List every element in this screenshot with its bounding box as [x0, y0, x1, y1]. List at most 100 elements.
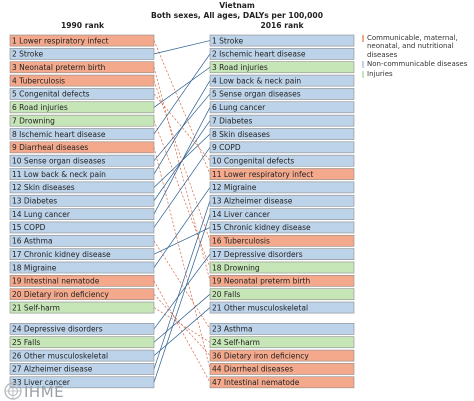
left-rank-label: 8 Ischemic heart disease: [12, 130, 106, 139]
legend-item-communicable: Communicable, maternal, neonatal, and nu…: [362, 34, 474, 59]
right-rank-box: [209, 34, 355, 47]
left-rank-box: [9, 274, 155, 287]
right-rank-box: [209, 274, 355, 287]
right-rank-label: 1 Stroke: [212, 36, 243, 45]
left-rank-box: [9, 376, 155, 389]
left-rank-box: [9, 48, 155, 60]
left-rank-box: [9, 248, 155, 261]
connector-line: [153, 307, 211, 356]
right-rank-label: 16 Tuberculosis: [212, 237, 270, 246]
right-rank-box: [209, 208, 355, 220]
right-rank-box: [209, 48, 355, 60]
legend-label: Non-communicable diseases: [367, 60, 468, 69]
connector-line: [153, 307, 211, 343]
left-rank-label: 21 Self-harm: [12, 303, 60, 312]
right-rank-label: 9 COPD: [212, 143, 241, 152]
left-rank-box: [9, 168, 155, 180]
logo-emblem-icon: [4, 382, 22, 400]
legend: Communicable, maternal, neonatal, and nu…: [362, 34, 474, 79]
right-rank-box: [209, 61, 355, 74]
left-rank-box: [9, 34, 155, 47]
connector-line: [153, 227, 211, 255]
right-rank-box: [209, 349, 355, 362]
right-rank-label: 10 Congenital defects: [212, 156, 294, 165]
right-rank-label: 36 Dietary iron deficiency: [212, 351, 309, 360]
connector-line: [153, 107, 211, 215]
right-rank-box: [209, 234, 355, 247]
right-rank-box: [209, 74, 355, 87]
left-rank-box: [9, 301, 155, 314]
right-rank-label: 20 Falls: [212, 290, 240, 299]
connector-line: [153, 80, 211, 175]
left-rank-label: 18 Migraine: [12, 263, 57, 272]
left-rank-label: 1 Lower respiratory infect: [12, 36, 109, 45]
left-rank-box: [9, 208, 155, 220]
right-rank-label: 15 Chronic kidney disease: [212, 223, 311, 232]
connector-line: [153, 67, 211, 281]
left-rank-label: 11 Low back & neck pain: [12, 170, 106, 179]
right-rank-box: [209, 168, 355, 180]
right-rank-box: [209, 221, 355, 234]
right-rank-box: [209, 288, 355, 301]
right-rank-label: 11 Lower respiratory infect: [212, 170, 313, 179]
right-rank-label: 23 Asthma: [212, 325, 253, 334]
left-rank-box: [9, 114, 155, 127]
left-rank-label: 20 Dietary iron deficiency: [12, 290, 109, 299]
right-rank-label: 12 Migraine: [212, 183, 257, 192]
connector-line: [153, 93, 211, 161]
right-rank-box: [209, 141, 355, 154]
left-rank-box: [9, 61, 155, 74]
left-rank-box: [9, 323, 155, 335]
right-rank-label: 14 Liver cancer: [212, 210, 271, 219]
connector-line: [153, 147, 211, 370]
right-rank-label: 4 Low back & neck pain: [212, 76, 301, 85]
left-rank-label: 4 Tuberculosis: [12, 76, 65, 85]
legend-item-injuries: Injuries: [362, 70, 474, 78]
right-rank-label: 18 Drowning: [212, 263, 260, 272]
left-rank-box: [9, 261, 155, 274]
right-rank-label: 7 Diabetes: [212, 116, 253, 125]
left-rank-label: 16 Asthma: [12, 237, 53, 246]
connector-line: [153, 53, 211, 135]
left-rank-label: 14 Lung cancer: [12, 210, 71, 219]
left-rank-label: 17 Chronic kidney disease: [12, 250, 111, 259]
left-rank-label: 27 Alzheimer disease: [12, 365, 93, 374]
right-rank-box: [209, 181, 355, 194]
left-rank-label: 10 Sense organ diseases: [12, 156, 105, 165]
right-rank-label: 21 Other musculoskeletal: [212, 303, 308, 312]
right-rank-label: 2 Ischemic heart disease: [212, 50, 306, 59]
left-rank-box: [9, 363, 155, 375]
left-rank-label: 3 Neonatal preterm birth: [12, 63, 106, 72]
legend-swatch: [362, 35, 364, 42]
left-rank-box: [9, 181, 155, 194]
right-rank-label: 44 Diarrheal diseases: [212, 365, 293, 374]
left-rank-label: 25 Falls: [12, 338, 40, 347]
right-rank-box: [209, 336, 355, 349]
left-rank-label: 15 COPD: [12, 223, 46, 232]
legend-swatch: [362, 70, 364, 78]
right-rank-box: [209, 114, 355, 127]
left-rank-label: 9 Diarrheal diseases: [12, 143, 88, 152]
connector-line: [153, 187, 211, 268]
connector-lines: [153, 40, 211, 383]
right-rank-box: [209, 194, 355, 207]
left-rank-label: 24 Depressive disorders: [12, 325, 103, 334]
left-rank-label: 2 Stroke: [12, 50, 43, 59]
connector-line: [153, 293, 211, 343]
left-rank-box: [9, 288, 155, 301]
legend-label: Injuries: [367, 69, 393, 78]
chart-title: Vietnam: [219, 1, 255, 10]
right-rank-label: 17 Depressive disorders: [212, 250, 303, 259]
right-rank-box: [209, 261, 355, 274]
chart-subtitle: Both sexes, All ages, DALYs per 100,000: [151, 11, 323, 20]
left-rank-box: [9, 141, 155, 154]
connector-line: [153, 147, 211, 228]
left-rank-box: [9, 74, 155, 87]
left-rank-label: 6 Road injuries: [12, 103, 68, 112]
right-rank-label: 47 Intestinal nematode: [212, 378, 300, 387]
connector-line: [153, 40, 211, 55]
right-column-header: 2016 rank: [260, 21, 304, 30]
left-rank-box: [9, 128, 155, 140]
left-rank-box: [9, 221, 155, 234]
